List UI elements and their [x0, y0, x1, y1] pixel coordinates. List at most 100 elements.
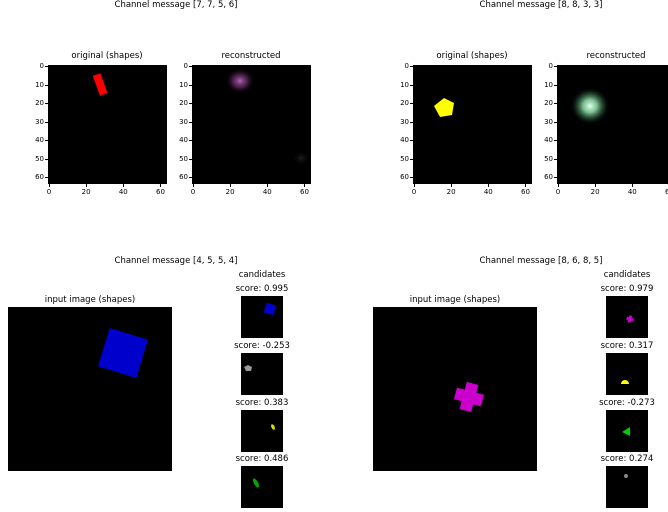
candidate-image: [241, 296, 283, 338]
candidate-image: [241, 353, 283, 395]
y-tick-mark: [410, 65, 413, 67]
y-tick-mark: [554, 158, 557, 160]
y-tick-mark: [554, 84, 557, 86]
y-tick-mark: [45, 84, 48, 86]
x-tick-label: 20: [590, 188, 600, 196]
candidate-image: [241, 466, 283, 508]
x-tick-label: 0: [555, 188, 561, 196]
y-tick-mark: [554, 103, 557, 105]
y-tick-label: 20: [35, 99, 44, 108]
x-tick-mark: [123, 184, 125, 187]
y-tick-mark: [45, 65, 48, 67]
y-tick-mark: [554, 121, 557, 123]
x-tick-label: 20: [225, 188, 235, 196]
x-tick-label: 0: [411, 188, 417, 196]
y-tick-mark: [410, 158, 413, 160]
red-rectangle-shape: [92, 73, 108, 96]
y-tick-label: 20: [544, 99, 553, 108]
candidate-score: score: 0.317: [600, 341, 654, 351]
blue-square-shape: [98, 328, 148, 378]
y-tick-label: 0: [183, 61, 188, 70]
x-tick-mark: [488, 184, 490, 187]
y-tick-label: 60: [400, 173, 409, 182]
original-title: original (shapes): [436, 51, 508, 61]
y-tick-label: 0: [404, 61, 409, 70]
y-tick-label: 20: [400, 99, 409, 108]
reconstruction-glow: [570, 87, 610, 125]
x-tick-mark: [632, 184, 634, 187]
x-tick-mark: [595, 184, 597, 187]
y-tick-label: 30: [35, 117, 44, 126]
x-tick-label: 0: [190, 188, 196, 196]
y-tick-label: 10: [179, 80, 188, 89]
green-triangle-shape: [622, 427, 630, 436]
original-title: original (shapes): [71, 51, 143, 61]
y-tick-label: 40: [400, 136, 409, 145]
y-tick-label: 30: [400, 117, 409, 126]
x-tick-label: 60: [665, 188, 668, 196]
x-tick-mark: [86, 184, 88, 187]
candidate-image: [606, 296, 648, 338]
x-tick-label: 60: [521, 188, 530, 196]
y-tick-label: 60: [35, 173, 44, 182]
candidate-score: score: 0.274: [600, 454, 654, 464]
y-tick-mark: [189, 158, 192, 160]
x-tick-mark: [525, 184, 527, 187]
blue-square-shape: [263, 302, 277, 316]
input-title: input image (shapes): [44, 295, 136, 305]
y-tick-label: 0: [39, 61, 44, 70]
x-tick-mark: [451, 184, 453, 187]
y-tick-label: 60: [179, 173, 188, 182]
input-image-panel: [8, 307, 172, 471]
magenta-cross-shape: [453, 381, 485, 413]
candidate-score: score: 0.383: [235, 398, 289, 408]
y-tick-label: 20: [179, 99, 188, 108]
y-tick-mark: [189, 65, 192, 67]
candidates-title: candidates: [603, 270, 651, 280]
x-tick-label: 60: [156, 188, 165, 196]
candidates-title: candidates: [238, 270, 286, 280]
candidate-image: [606, 353, 648, 395]
input-image-panel: [373, 307, 537, 471]
x-tick-mark: [160, 184, 162, 187]
y-tick-mark: [189, 103, 192, 105]
figure-title-top-left: Channel message [7, 7, 5, 6]: [114, 0, 238, 10]
reconstructed-title: reconstructed: [221, 51, 281, 61]
y-tick-label: 0: [548, 61, 553, 70]
y-tick-mark: [45, 140, 48, 142]
reconstruction-noise: [292, 150, 310, 166]
y-tick-label: 50: [35, 154, 44, 163]
y-tick-mark: [554, 140, 557, 142]
y-tick-mark: [410, 140, 413, 142]
gray-circle-shape: [624, 474, 628, 478]
x-tick-label: 60: [300, 188, 309, 196]
y-tick-label: 10: [544, 80, 553, 89]
y-tick-mark: [189, 177, 192, 179]
y-tick-mark: [45, 177, 48, 179]
input-title: input image (shapes): [409, 295, 501, 305]
gray-pentagon-shape: [244, 365, 252, 371]
x-tick-mark: [413, 184, 415, 187]
x-tick-mark: [230, 184, 232, 187]
yellow-ellipse-shape: [271, 424, 275, 430]
x-tick-mark: [557, 184, 559, 187]
x-tick-mark: [192, 184, 194, 187]
y-tick-label: 50: [400, 154, 409, 163]
magenta-cross-shape: [626, 315, 634, 323]
y-tick-mark: [410, 84, 413, 86]
original-image-panel: [48, 65, 167, 184]
y-tick-mark: [554, 177, 557, 179]
candidate-image: [606, 466, 648, 508]
y-tick-mark: [189, 121, 192, 123]
y-tick-label: 50: [544, 154, 553, 163]
candidate-score: score: -0.253: [234, 341, 290, 351]
x-tick-label: 40: [627, 188, 637, 196]
y-tick-label: 40: [544, 136, 553, 145]
figure-title-bottom-left: Channel message [4, 5, 5, 4]: [114, 256, 238, 266]
reconstructed-image-panel: [557, 65, 668, 184]
candidate-score: score: -0.273: [599, 398, 655, 408]
reconstructed-image-panel: [192, 65, 311, 184]
figure-title-top-right: Channel message [8, 8, 3, 3]: [479, 0, 603, 10]
y-tick-mark: [45, 103, 48, 105]
y-tick-label: 50: [179, 154, 188, 163]
